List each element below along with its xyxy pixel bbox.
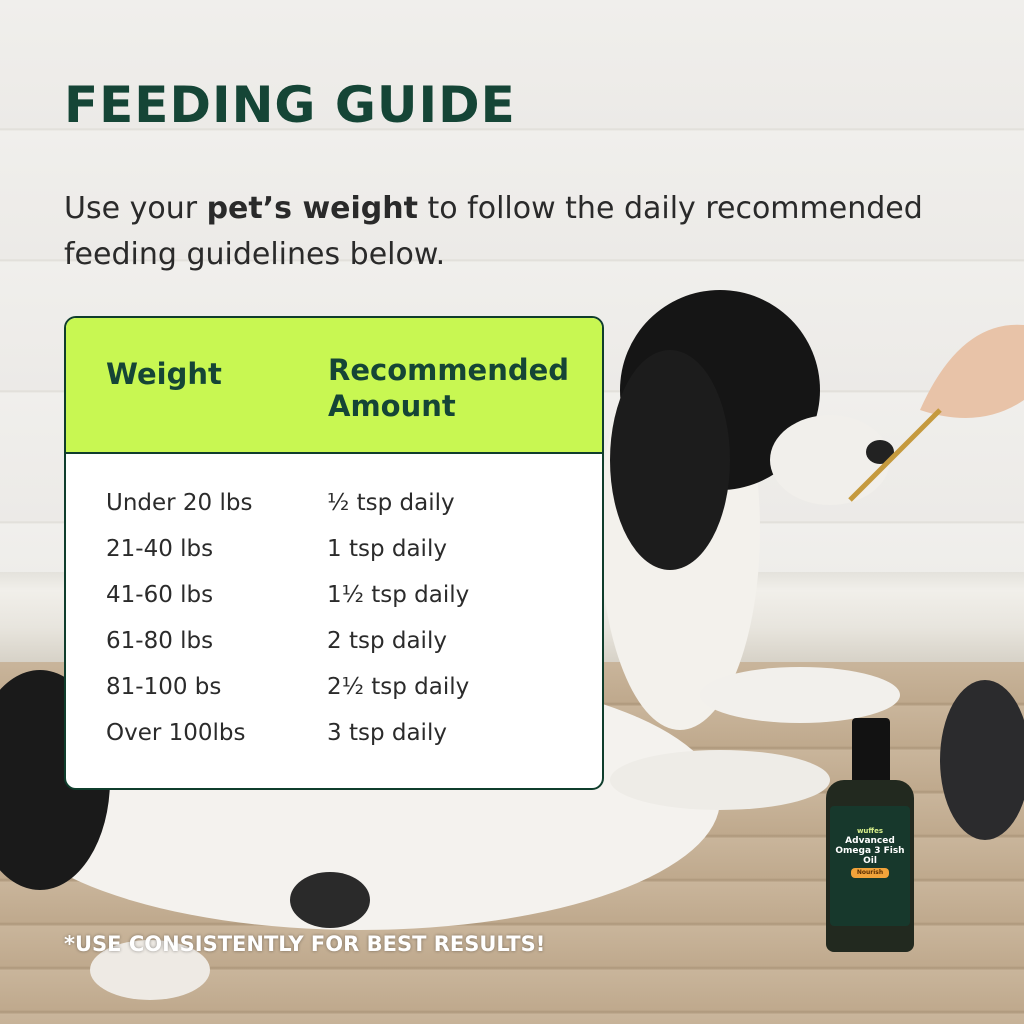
- page-title: FEEDING GUIDE: [64, 76, 516, 134]
- table-row: 21-40 lbs 1 tsp daily: [66, 532, 602, 578]
- product-label: wuffes Advanced Omega 3 Fish Oil Nourish: [830, 806, 910, 926]
- subtitle-pre: Use your: [64, 191, 207, 226]
- amount-cell: 2 tsp daily: [327, 628, 447, 654]
- table-row: Over 100lbs 3 tsp daily: [66, 716, 602, 762]
- feeding-table: Weight Recommended Amount Under 20 lbs ½ …: [64, 316, 604, 790]
- product-name: Advanced Omega 3 Fish Oil: [835, 836, 905, 866]
- bottle-cap: [852, 718, 890, 784]
- amount-cell: ½ tsp daily: [327, 490, 455, 516]
- amount-cell: 1 tsp daily: [327, 536, 447, 562]
- table-header: Weight Recommended Amount: [66, 318, 602, 454]
- footnote: *USE CONSISTENTLY FOR BEST RESULTS!: [64, 932, 546, 956]
- subtitle: Use your pet’s weight to follow the dail…: [64, 186, 964, 278]
- weight-cell: 21-40 lbs: [106, 536, 214, 562]
- amount-cell: 2½ tsp daily: [327, 674, 470, 700]
- weight-cell: 41-60 lbs: [106, 582, 214, 608]
- subtitle-post: to follow the daily recommended feeding …: [64, 191, 923, 272]
- product-brand: wuffes: [856, 827, 884, 835]
- table-row: 41-60 lbs 1½ tsp daily: [66, 578, 602, 624]
- table-body: Under 20 lbs ½ tsp daily 21-40 lbs 1 tsp d…: [66, 486, 602, 762]
- amount-cell: 1½ tsp daily: [327, 582, 470, 608]
- amount-cell: 3 tsp daily: [327, 720, 447, 746]
- table-row: Under 20 lbs ½ tsp daily: [66, 486, 602, 532]
- weight-cell: 81-100 bs: [106, 674, 222, 700]
- weight-cell: Over 100lbs: [106, 720, 246, 746]
- product-variant: Nourish: [850, 868, 890, 878]
- table-row: 61-80 lbs 2 tsp daily: [66, 624, 602, 670]
- weight-cell: 61-80 lbs: [106, 628, 214, 654]
- header-amount: Recommended Amount: [328, 353, 570, 423]
- subtitle-bold: pet’s weight: [206, 191, 418, 226]
- weight-cell: Under 20 lbs: [106, 490, 253, 516]
- header-weight: Weight: [106, 357, 222, 391]
- table-row: 81-100 bs 2½ tsp daily: [66, 670, 602, 716]
